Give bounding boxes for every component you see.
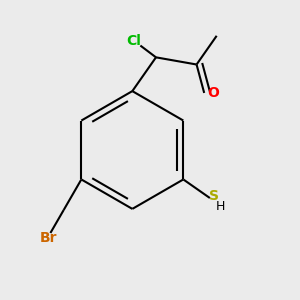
Text: H: H [216, 200, 225, 213]
Text: O: O [208, 86, 220, 100]
Text: S: S [209, 189, 219, 203]
Text: Cl: Cl [127, 34, 141, 48]
Text: Br: Br [40, 231, 58, 245]
